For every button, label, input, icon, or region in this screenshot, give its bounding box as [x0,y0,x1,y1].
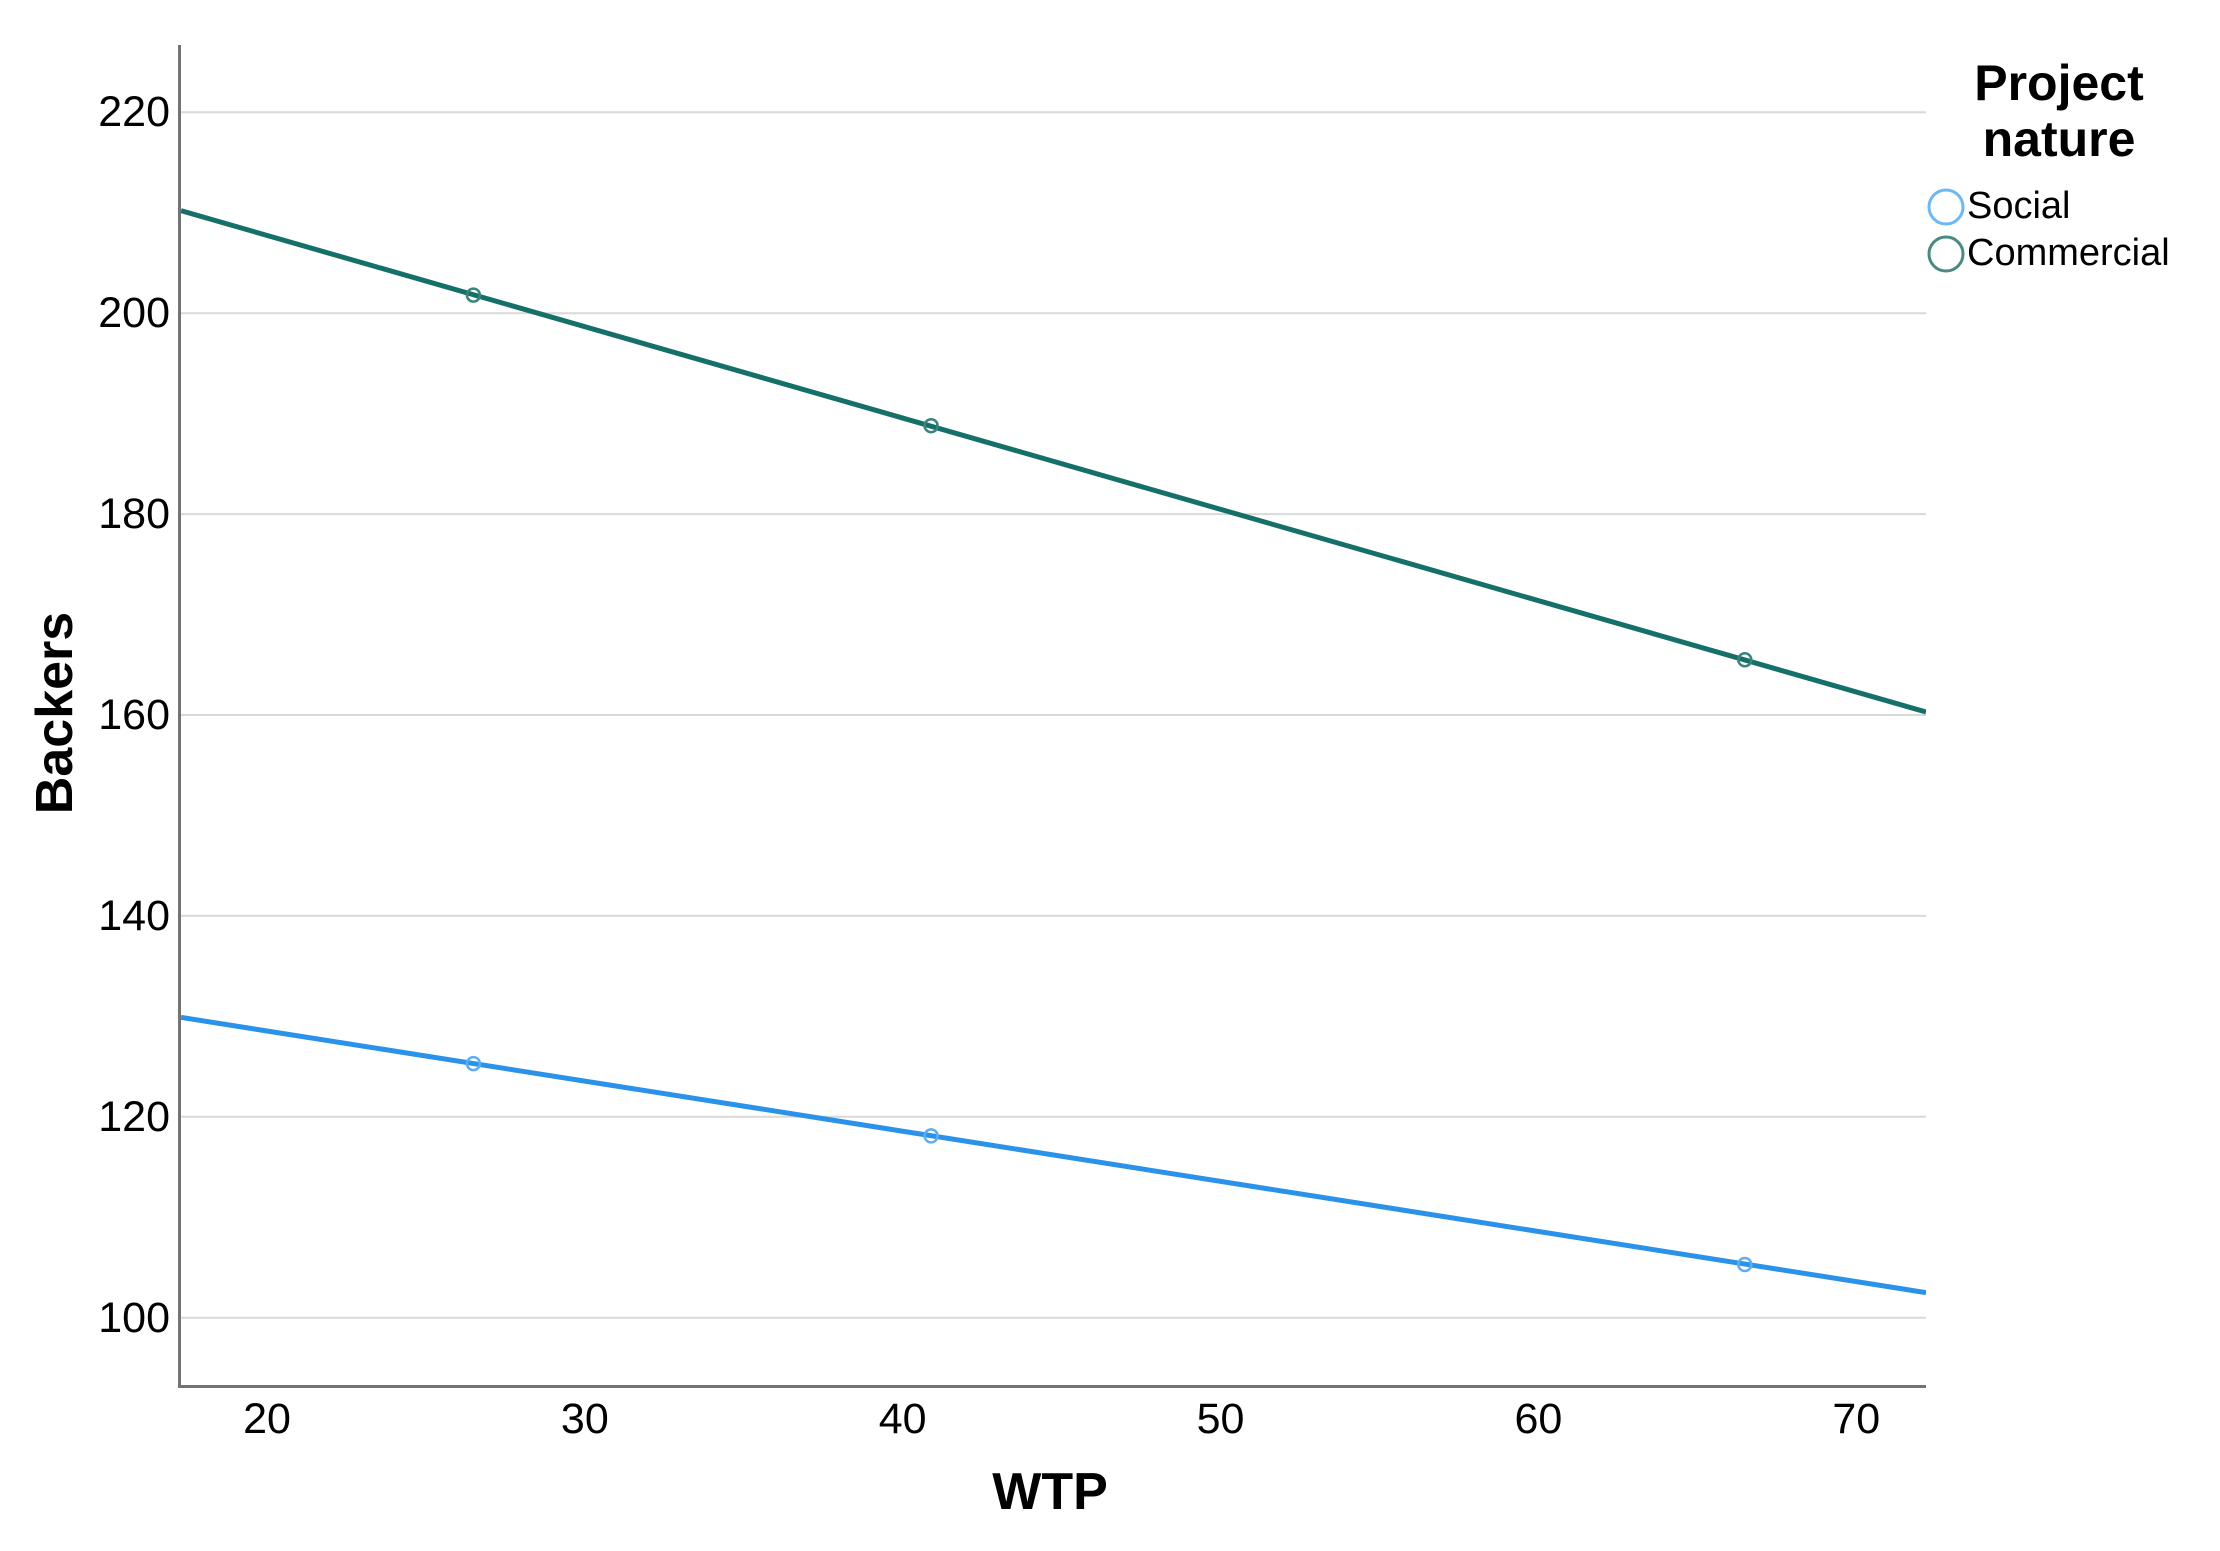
y-tick-label: 120 [98,1092,170,1141]
x-axis-title: WTP [992,1463,1108,1521]
y-tick-label: 220 [98,88,170,137]
data-point-marker-commercial [923,417,939,434]
x-tick-label: 50 [1196,1395,1245,1443]
legend-item-commercial: Commercial [1926,230,2209,277]
x-tick-label: 60 [1514,1395,1563,1443]
legend: Project nature Social Commercial [1919,55,2209,277]
y-tick-label: 140 [98,891,170,940]
plot-area [178,45,1926,1388]
x-tick-label: 30 [560,1395,609,1443]
x-tick-label: 20 [243,1395,291,1443]
commercial-circle-icon [1927,235,1965,272]
y-tick-label: 200 [98,289,170,338]
y-tick-label: 180 [98,490,170,539]
plot-svg [181,111,1926,1319]
legend-title: Project nature [1974,55,2144,167]
social-circle-icon [1927,188,1965,225]
data-point-marker-social [1737,1256,1753,1273]
x-tick-label: 40 [878,1395,927,1443]
data-point-marker-commercial [465,287,482,303]
legend-items: Social Commercial [1919,183,2209,277]
data-point-marker-social [465,1055,482,1072]
series-line-commercial [181,208,1926,715]
legend-item-social: Social [1926,183,2209,230]
y-tick-label: 160 [98,691,170,739]
data-point-marker-social [923,1128,939,1144]
y-tick-label: 100 [98,1293,170,1342]
x-tick-label: 70 [1832,1395,1881,1443]
legend-label-social: Social [1967,185,2071,227]
series-line-social [181,1014,1926,1296]
data-point-marker-commercial [1737,652,1753,668]
legend-label-commercial: Commercial [1967,232,2170,274]
